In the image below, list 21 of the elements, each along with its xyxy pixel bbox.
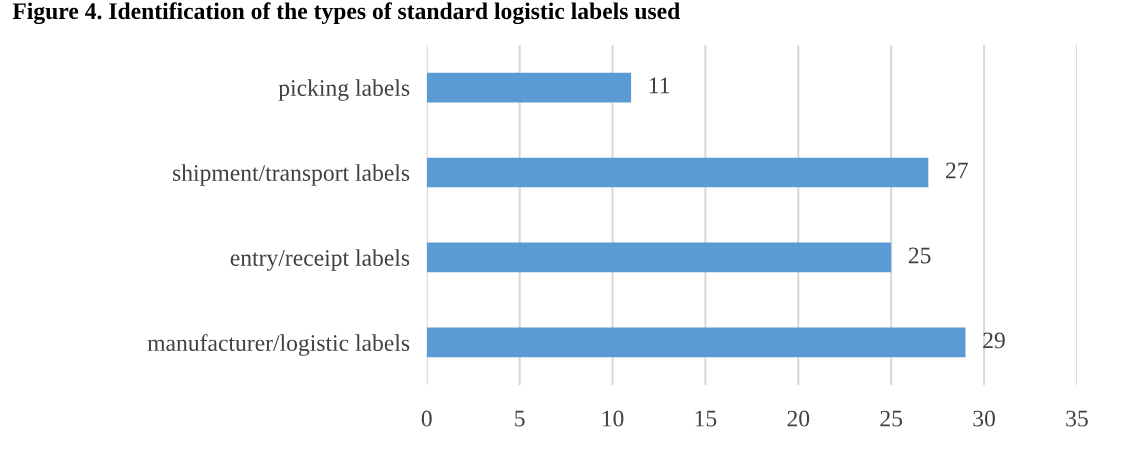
data-label: 25 [908, 247, 931, 264]
x-tick-label: 30 [973, 410, 995, 427]
y-tick-label: picking labels [278, 79, 410, 101]
x-tick-label: 25 [880, 410, 903, 427]
bar [426, 242, 892, 273]
data-label: 27 [946, 162, 968, 179]
data-label: 29 [983, 332, 1005, 349]
x-tick-label: 10 [602, 410, 624, 427]
y-tick-label: entry/receipt labels [230, 249, 410, 271]
x-tick-label: 20 [787, 410, 810, 427]
bar [426, 72, 632, 103]
y-tick-label: shipment/transport labels [173, 164, 410, 186]
bar [426, 327, 966, 358]
bar [426, 157, 929, 188]
x-tick-label: 15 [695, 410, 717, 427]
chart-title: Figure 4. Identification of the types of standard logistic labels used [12, 2, 680, 25]
x-tick-label: 35 [1066, 410, 1088, 427]
data-label: 11 [649, 77, 670, 94]
y-tick-label: manufacturer/logistic labels [147, 334, 410, 356]
x-tick-label: 0 [421, 410, 432, 427]
x-tick-label: 5 [515, 410, 525, 427]
